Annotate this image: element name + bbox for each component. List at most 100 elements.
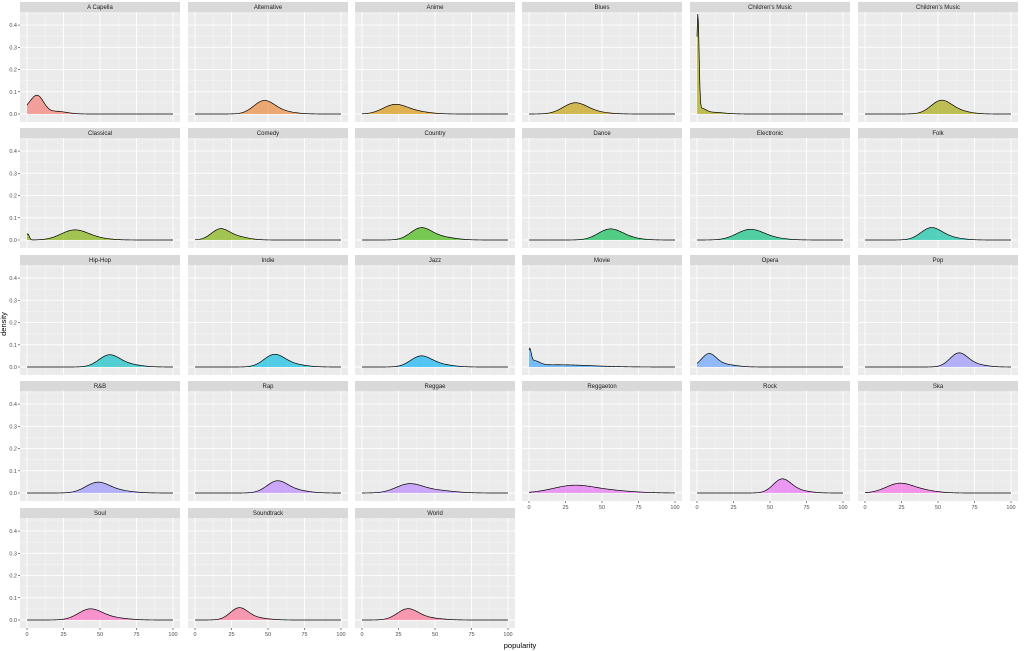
facet-panels: A Capella 0.0 0.1 0.2 0.3 0.4 Alternative Anime… — [9, 2, 1018, 638]
x-tick-label: 50 — [432, 632, 438, 638]
x-tick-label: 25 — [730, 505, 736, 511]
facet-strip — [858, 381, 1018, 391]
density-line — [362, 227, 508, 241]
y-tick-label: 0.4 — [9, 529, 17, 535]
density-line — [697, 228, 843, 241]
density-area — [529, 348, 675, 367]
facet-strip-label: Rock — [763, 384, 778, 390]
facet-strip-label: Rap — [262, 384, 274, 390]
facet-electronic-10: Electronic — [690, 128, 850, 248]
x-tick-label: 0 — [193, 632, 196, 638]
facet-strip — [188, 128, 348, 138]
facet-r-b-18: R&B 0.0 0.1 0.2 0.3 0.4 — [9, 381, 180, 501]
density-area — [697, 353, 843, 367]
y-tick-label: 0.3 — [9, 551, 17, 557]
density-line — [195, 353, 341, 368]
facet-strip-label: Folk — [932, 131, 944, 137]
facet-rock-22: Rock 0 25 50 75 100 — [690, 381, 850, 511]
facet-reggaeton-21: Reggaeton 0 25 50 75 100 — [522, 381, 682, 511]
facet-strip — [858, 255, 1018, 265]
x-tick-label: 50 — [265, 632, 271, 638]
density-line — [696, 13, 843, 115]
density-area — [865, 352, 1011, 367]
density-area — [195, 228, 341, 240]
x-tick-label: 25 — [562, 505, 568, 511]
density-line — [26, 94, 173, 115]
facet-country-8: Country — [355, 128, 515, 248]
density-line — [865, 352, 1012, 368]
density-area — [865, 100, 1011, 114]
facet-strip-label: Opera — [762, 258, 779, 264]
density-area — [195, 100, 341, 114]
density-area — [27, 608, 173, 620]
density-line — [696, 353, 843, 368]
facet-strip — [20, 508, 180, 518]
density-area — [362, 104, 508, 114]
facet-folk-11: Folk — [858, 128, 1018, 248]
facet-strip-label: Children’s Music — [916, 5, 960, 11]
y-tick-label: 0.4 — [9, 402, 17, 408]
density-area — [362, 227, 508, 240]
density-line — [528, 484, 676, 494]
facet-strip — [188, 381, 348, 391]
facet-strip — [858, 128, 1018, 138]
y-tick-label: 0.3 — [9, 171, 17, 177]
density-line — [361, 103, 508, 115]
y-tick-label: 0.0 — [9, 365, 17, 371]
density-area — [362, 608, 508, 620]
density-line — [362, 483, 508, 494]
facet-strip — [355, 128, 515, 138]
facet-jazz-14: Jazz — [355, 255, 515, 375]
facet-classical-6: Classical 0.0 0.1 0.2 0.3 0.4 — [9, 128, 180, 248]
facet-anime-2: Anime — [355, 2, 515, 122]
facet-strip — [522, 255, 682, 265]
x-tick-label: 50 — [97, 632, 103, 638]
density-area — [865, 483, 1011, 493]
x-tick-label: 100 — [336, 632, 345, 638]
y-tick-label: 0.2 — [9, 194, 17, 200]
x-tick-label: 25 — [898, 505, 904, 511]
facet-strip — [522, 2, 682, 12]
density-line — [195, 607, 341, 621]
facet-strip-label: World — [427, 511, 443, 517]
facet-hip-hop-12: Hip-Hop 0.0 0.1 0.2 0.3 0.4 — [9, 255, 180, 375]
facet-strip-label: R&B — [94, 384, 106, 390]
y-tick-label: 0.0 — [9, 491, 17, 497]
x-tick-label: 100 — [838, 505, 847, 511]
facet-opera-16: Opera — [690, 255, 850, 375]
facet-strip — [188, 255, 348, 265]
density-line — [194, 228, 341, 241]
facet-ska-23: Ska 0 25 50 75 100 — [858, 381, 1018, 511]
density-line — [27, 608, 173, 621]
density-line — [27, 481, 173, 494]
facet-rap-19: Rap — [188, 381, 348, 501]
y-tick-label: 0.2 — [9, 68, 17, 74]
y-tick-label: 0.1 — [9, 343, 17, 349]
density-area — [27, 482, 173, 493]
y-tick-label: 0.0 — [9, 112, 17, 118]
x-tick-label: 0 — [527, 505, 530, 511]
density-line — [529, 102, 675, 115]
density-area — [27, 95, 173, 114]
density-line — [865, 227, 1011, 241]
facet-strip — [188, 508, 348, 518]
facet-dance-9: Dance — [522, 128, 682, 248]
y-tick-label: 0.4 — [9, 149, 17, 155]
density-area — [529, 102, 675, 114]
facet-a-capella-0: A Capella 0.0 0.1 0.2 0.3 0.4 — [9, 2, 180, 122]
x-tick-label: 50 — [935, 505, 941, 511]
facet-strip — [522, 128, 682, 138]
x-tick-label: 75 — [971, 505, 977, 511]
density-area — [27, 354, 173, 367]
facet-soundtrack-25: Soundtrack 0 25 50 75 100 — [188, 508, 348, 638]
x-axis-title: popularity — [504, 641, 537, 650]
y-tick-label: 0.4 — [9, 276, 17, 282]
facet-soul-24: Soul 0.0 0.1 0.2 0.3 0.4 0 25 50 75 100 — [9, 508, 180, 638]
density-line — [195, 480, 342, 494]
y-tick-label: 0.1 — [9, 216, 17, 222]
facet-strip-label: Classical — [88, 131, 112, 137]
density-area — [195, 480, 341, 493]
facet-blues-3: Blues — [522, 2, 682, 122]
y-tick-label: 0.1 — [9, 90, 17, 96]
y-tick-label: 0.2 — [9, 447, 17, 453]
